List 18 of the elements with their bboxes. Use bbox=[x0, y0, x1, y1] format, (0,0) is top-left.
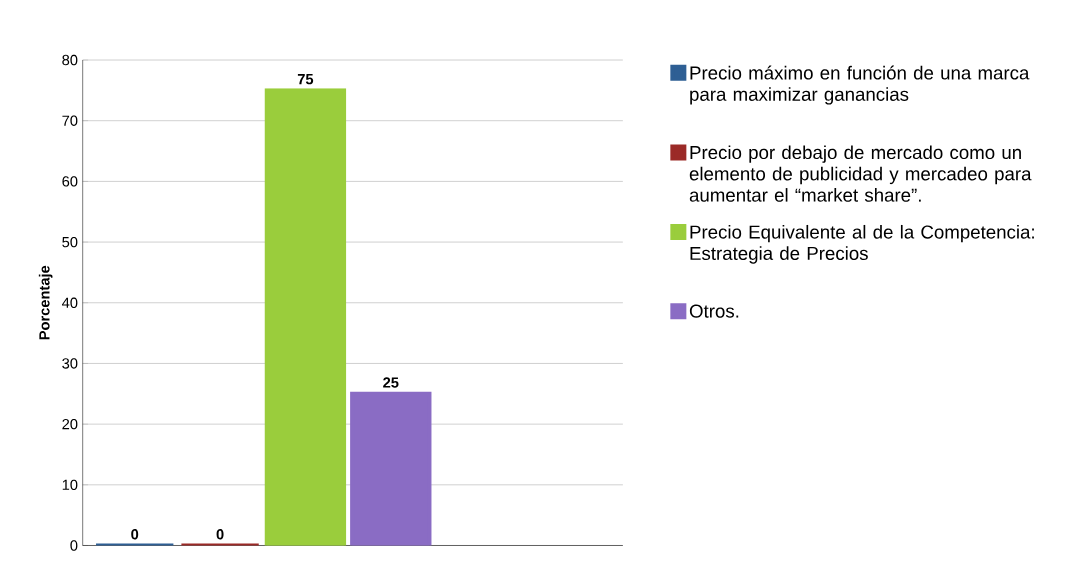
y-tick-label: 50 bbox=[62, 236, 78, 248]
y-tick-label: 30 bbox=[62, 358, 78, 369]
legend-label: Precio máximo en función de una marca para maximizar ganancias bbox=[690, 65, 1030, 105]
data-label: 0 bbox=[216, 529, 224, 540]
data-label: 75 bbox=[297, 74, 314, 85]
y-tick-label: 70 bbox=[62, 115, 78, 126]
y-tick-label: 60 bbox=[62, 176, 78, 187]
y-tick-label: 20 bbox=[62, 418, 78, 430]
data-label: 0 bbox=[131, 529, 139, 540]
legend-label: Precio por debajo de mercado como un elemento de publicidad y mercadeo para aumentar el “market share”. bbox=[689, 145, 1032, 202]
data-label: 25 bbox=[383, 377, 399, 388]
y-tick-label: 80 bbox=[62, 54, 78, 66]
y-tick-label: 0 bbox=[70, 540, 78, 551]
y-tick-label: 10 bbox=[62, 479, 78, 490]
legend-label: Precio Equivalente al de la Competencia: Estrategia de Precios bbox=[690, 224, 1034, 264]
y-axis-title: Porcentaje bbox=[38, 265, 53, 340]
y-tick-label: 40 bbox=[62, 297, 78, 308]
legend-label: Otros. bbox=[689, 304, 739, 318]
